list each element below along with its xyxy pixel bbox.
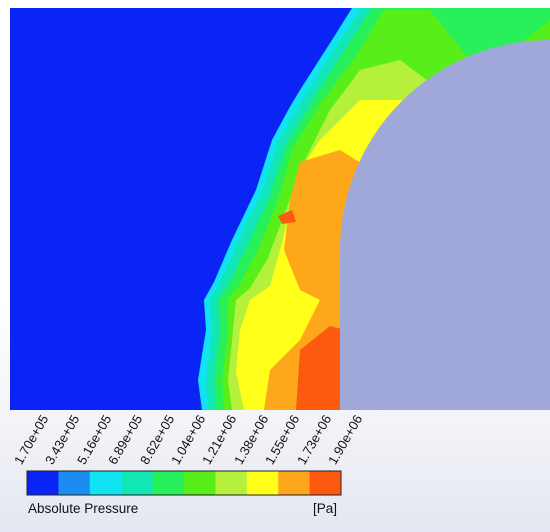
contour-field — [10, 8, 550, 410]
colorbar-segment — [27, 471, 59, 495]
colorbar-segment — [246, 471, 279, 495]
colorbar-segment — [152, 471, 185, 495]
colorbar-segment — [184, 471, 216, 495]
colorbar-border — [26, 470, 342, 496]
colorbar-segment — [278, 471, 311, 495]
colorbar-segment — [309, 471, 342, 495]
legend-title: Absolute Pressure — [28, 501, 139, 516]
colorbar-segment — [58, 471, 91, 495]
contour-freestream-region — [10, 8, 350, 410]
colorbar-segment — [89, 471, 122, 495]
colorbar-segment — [215, 471, 248, 495]
cylinder-body — [340, 40, 550, 410]
contour-hotspot — [278, 210, 296, 224]
colorbar-segment — [121, 471, 154, 495]
colorbar — [26, 470, 342, 496]
legend-unit: [Pa] — [313, 501, 338, 516]
contour-band-red — [296, 326, 345, 410]
